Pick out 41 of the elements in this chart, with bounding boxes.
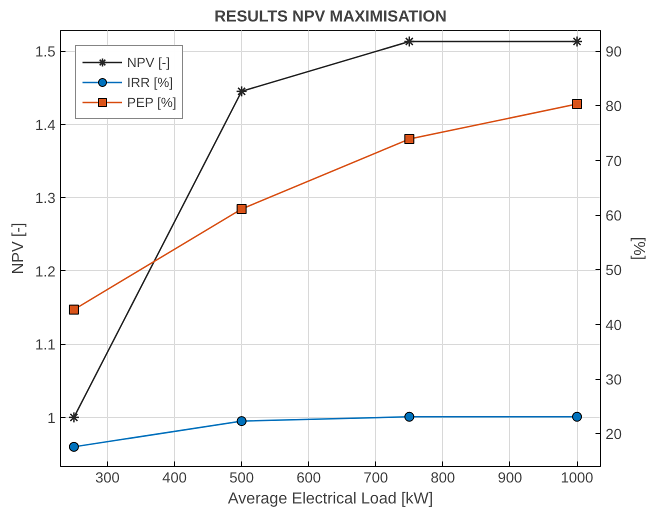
point xyxy=(404,412,414,422)
legend-label: PEP [%] xyxy=(127,94,176,110)
point xyxy=(571,36,583,48)
y-tick-label: 1 xyxy=(47,410,56,427)
chart-title: RESULTS NPV MAXIMISATION xyxy=(214,8,447,26)
point xyxy=(236,416,247,426)
y2-tick-label: 80 xyxy=(606,99,622,116)
point xyxy=(68,442,79,452)
y2-tick-label: 50 xyxy=(606,263,622,280)
x-tick-label: 400 xyxy=(162,470,187,486)
point xyxy=(404,36,416,48)
x-tick-label: 300 xyxy=(95,470,120,486)
y2-tick-label: 70 xyxy=(606,154,622,170)
x-axis-title: Average Electrical Load [kW] xyxy=(228,490,434,508)
y-tick-label: 1.3 xyxy=(35,191,56,208)
y-tick-label: 1.2 xyxy=(35,264,56,280)
y2-tick-label: 40 xyxy=(606,318,622,334)
x-tick-label: 500 xyxy=(229,470,254,486)
y-tick-label: 1.1 xyxy=(35,338,56,354)
y2-tick-label: 30 xyxy=(606,372,622,389)
x-tick-label: 800 xyxy=(430,470,456,486)
point xyxy=(68,412,80,424)
x-tick-label: 900 xyxy=(498,470,522,486)
point xyxy=(236,86,248,98)
x-tick-label: 700 xyxy=(364,470,388,486)
x-tick-label: 600 xyxy=(296,470,321,486)
y2-tick-label: 60 xyxy=(606,208,622,225)
x-tick-label: 1000 xyxy=(560,470,594,486)
y2-tick-label: 90 xyxy=(606,44,622,60)
point xyxy=(572,99,582,110)
y-axis-title: NPV [-] xyxy=(10,222,28,274)
y2-tick-label: 20 xyxy=(606,427,622,444)
y-tick-label: 1.5 xyxy=(35,44,56,61)
point xyxy=(236,204,247,214)
point xyxy=(68,304,79,315)
point xyxy=(404,134,414,144)
legend-label: IRR [%] xyxy=(127,74,173,90)
point xyxy=(572,412,582,422)
legend-label: NPV [-] xyxy=(127,54,170,70)
y2-axis-title: [%] xyxy=(630,236,647,260)
y-tick-label: 1.4 xyxy=(35,118,56,134)
